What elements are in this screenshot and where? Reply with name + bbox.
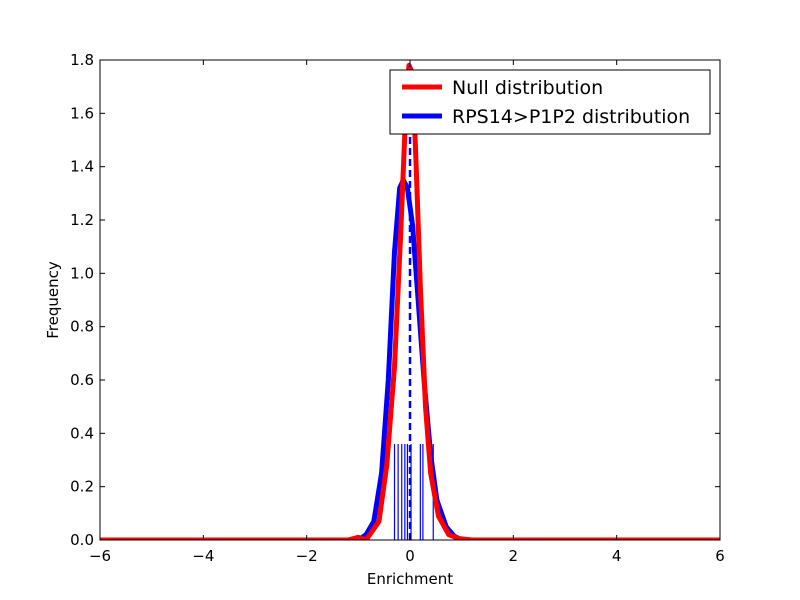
x-tick-label-2: −2: [296, 547, 318, 565]
y-tick-label-1: 0.2: [70, 478, 94, 496]
y-tick-label-3: 0.6: [70, 371, 94, 389]
legend-box: [389, 69, 711, 135]
x-tick-label-4: 2: [509, 547, 519, 565]
y-tick-label-6: 1.2: [70, 211, 94, 229]
x-tick-label-3: 0: [405, 547, 415, 565]
x-axis-label: Enrichment: [367, 570, 453, 588]
legend-label-rps14: RPS14>P1P2 distribution: [452, 106, 690, 128]
legend: Null distribution RPS14>P1P2 distributio…: [389, 69, 711, 135]
x-tick-label-0: −6: [89, 547, 111, 565]
tick-layer: −6 −4 −2 0 2 4 6 0.0 0.2 0.4 0.6 0.8 1.0 1.2 1.4 1.6 1.8: [70, 51, 725, 565]
y-tick-label-4: 0.8: [70, 318, 94, 336]
y-tick-label-8: 1.6: [70, 104, 94, 122]
y-tick-label-5: 1.0: [70, 264, 94, 282]
x-tick-label-5: 4: [612, 547, 622, 565]
y-tick-label-7: 1.4: [70, 158, 94, 176]
legend-label-null: Null distribution: [452, 77, 603, 99]
series-line-0: [100, 62, 720, 540]
x-tick-label-1: −4: [192, 547, 214, 565]
y-tick-label-2: 0.4: [70, 424, 94, 442]
y-tick-label-9: 1.8: [70, 51, 94, 69]
plot-layer: [100, 62, 720, 540]
y-axis-label: Frequency: [44, 261, 62, 339]
x-tick-label-6: 6: [715, 547, 725, 565]
y-tick-label-0: 0.0: [70, 531, 94, 549]
